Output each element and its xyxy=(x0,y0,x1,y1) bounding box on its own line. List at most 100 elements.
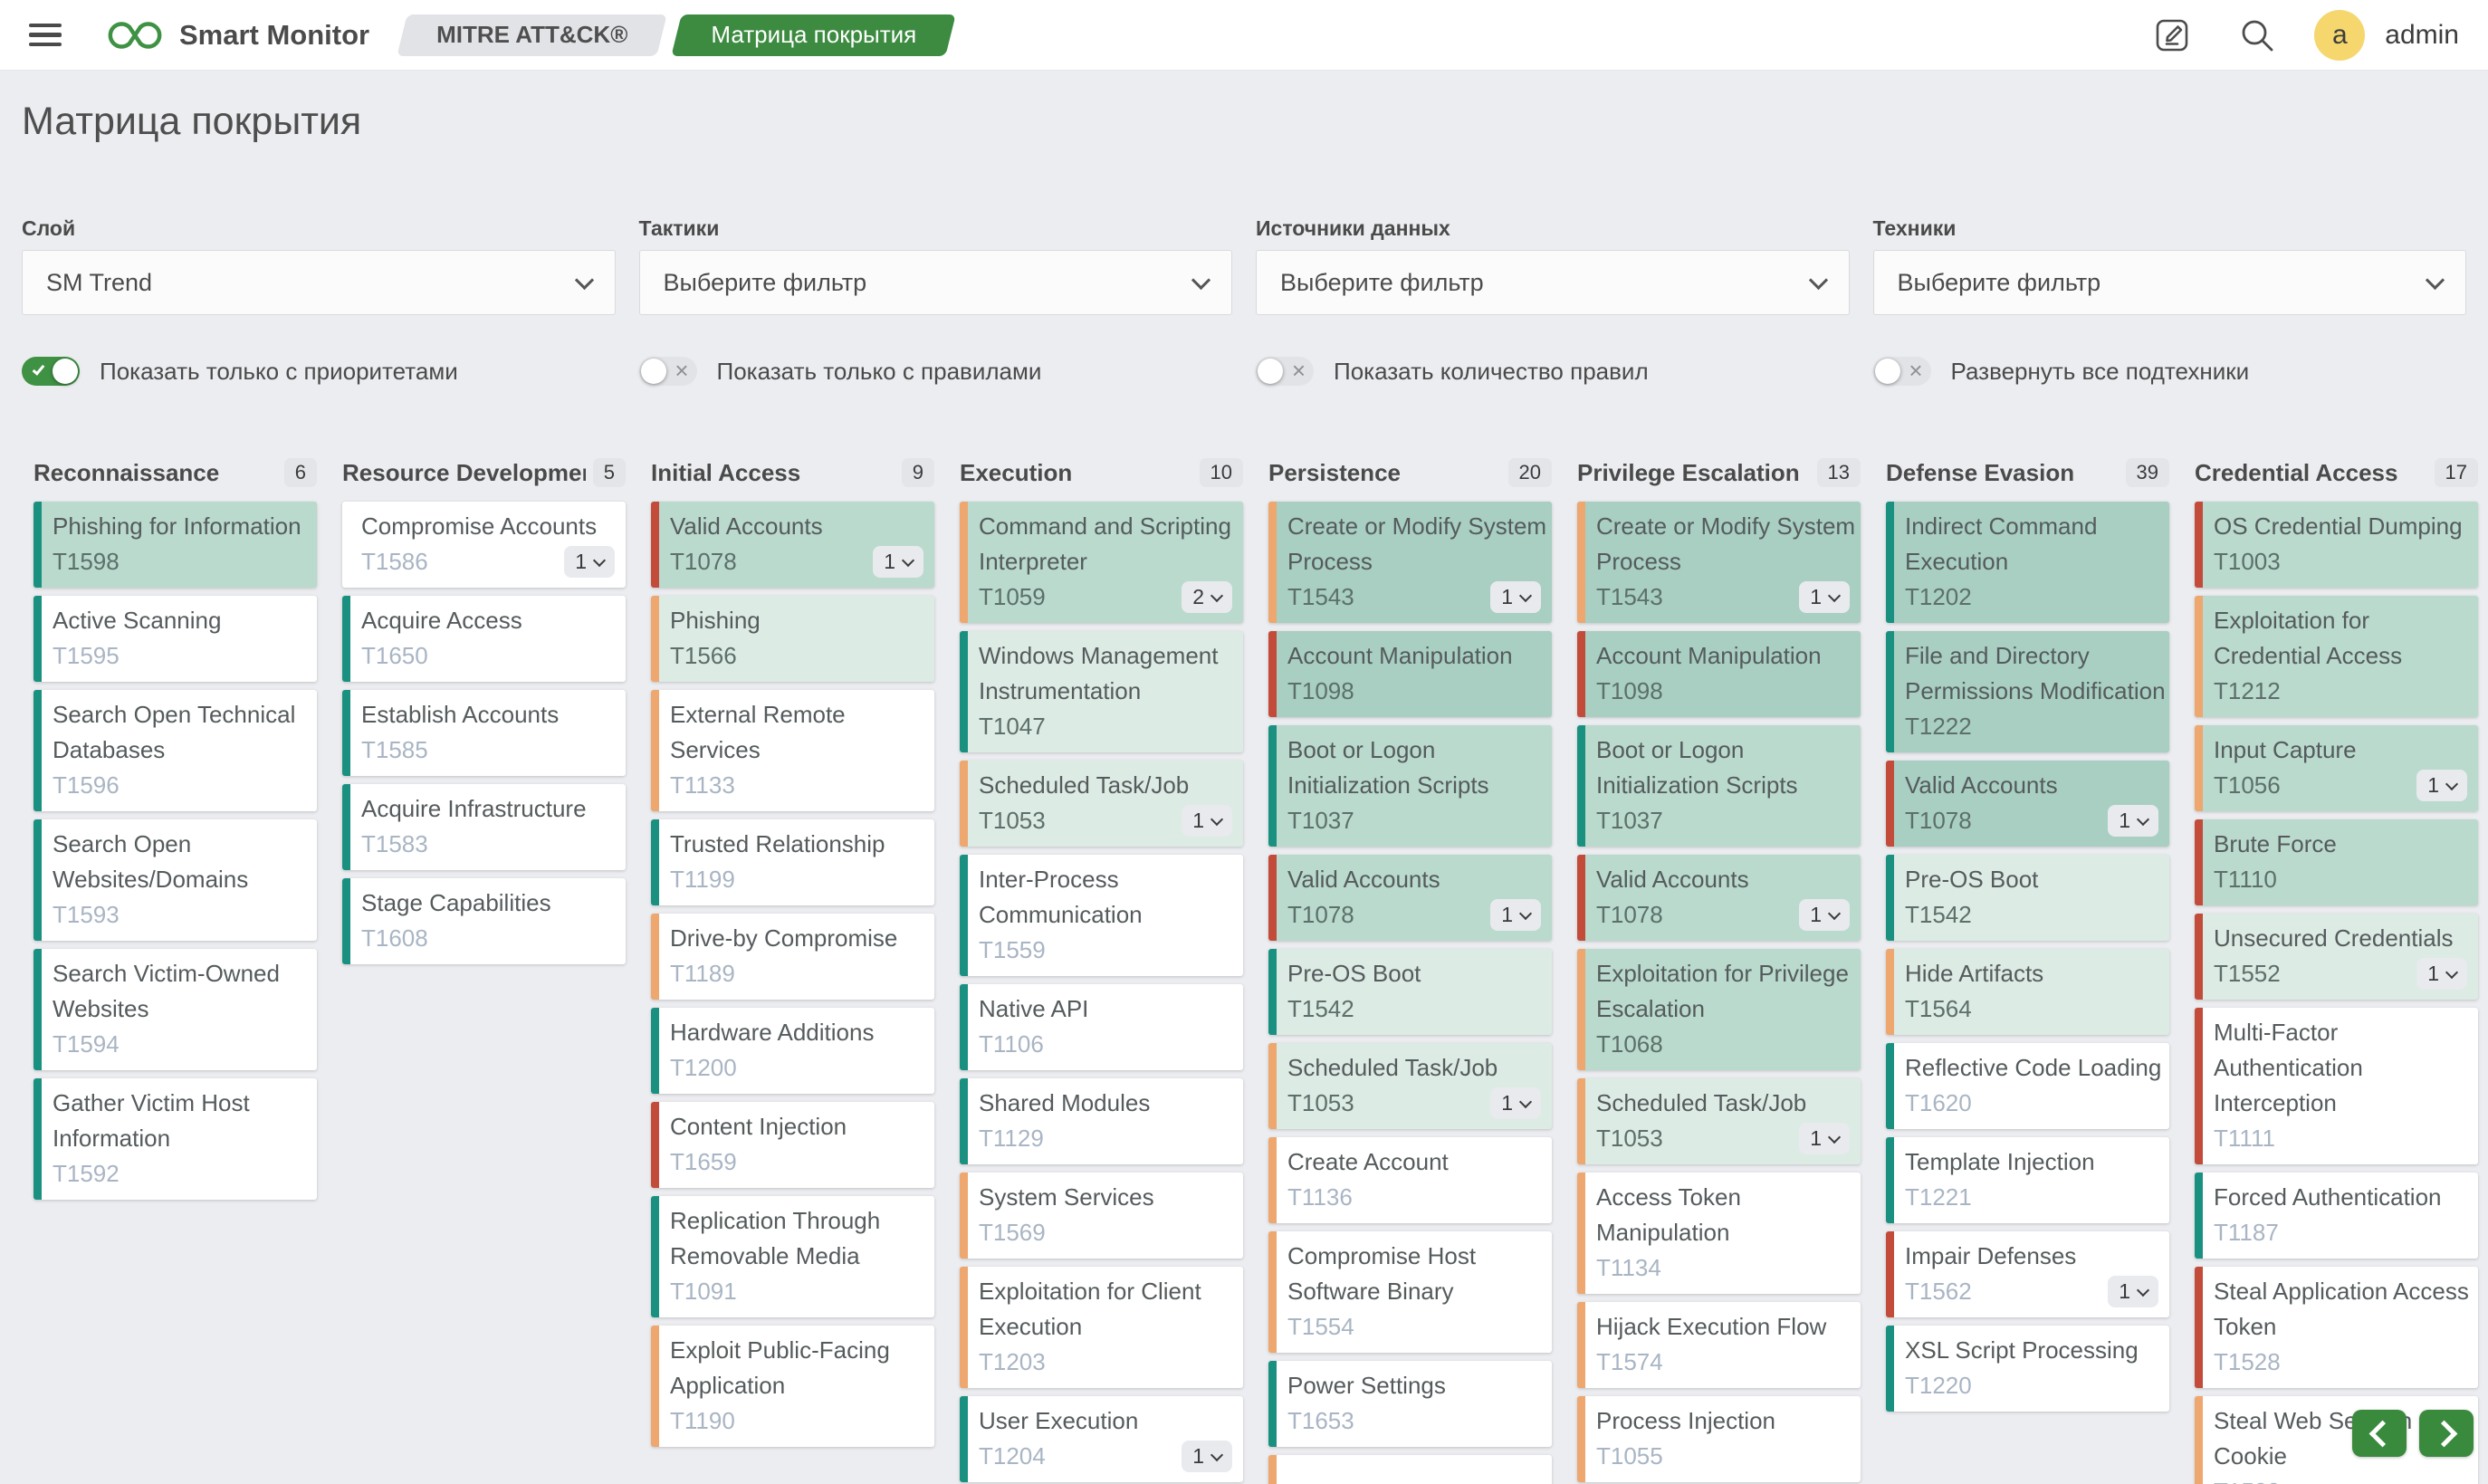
rule-count-dropdown[interactable]: 2 xyxy=(1182,581,1232,613)
technique-card[interactable]: Valid Accounts T1078 1 xyxy=(1886,761,2169,847)
technique-card[interactable]: Impair Defenses T1562 1 xyxy=(1886,1231,2169,1317)
tab-coverage-matrix[interactable]: Матрица покрытия xyxy=(676,14,951,56)
prev-page-button[interactable] xyxy=(2352,1410,2407,1457)
rule-count-dropdown[interactable]: 1 xyxy=(564,546,615,578)
technique-card[interactable]: Replication Through Removable Media T109… xyxy=(651,1196,934,1317)
technique-card[interactable]: Search Victim-Owned Websites T1594 xyxy=(33,949,317,1070)
technique-card[interactable]: Active Scanning T1595 xyxy=(33,596,317,682)
filter-select[interactable]: Выберите фильтр xyxy=(638,250,1232,315)
technique-card[interactable]: Exploitation for Privilege Escalation T1… xyxy=(1577,949,1861,1070)
search-icon[interactable] xyxy=(2238,16,2276,54)
tab-mitre-attack[interactable]: MITRE ATT&CK® xyxy=(402,14,662,56)
technique-card[interactable]: Command and Scripting Interpreter T1059 … xyxy=(960,502,1243,623)
technique-card[interactable]: Search Open Websites/Domains T1593 xyxy=(33,819,317,941)
technique-card[interactable]: Exploitation for Client Execution T1203 xyxy=(960,1267,1243,1388)
technique-card[interactable]: Trusted Relationship T1199 xyxy=(651,819,934,905)
technique-card[interactable]: Hardware Additions T1200 xyxy=(651,1008,934,1094)
technique-card[interactable]: Phishing T1566 xyxy=(651,596,934,682)
technique-card[interactable]: Scheduled Task/Job T1053 1 xyxy=(1577,1078,1861,1164)
tactic-name: Resource Development xyxy=(342,458,586,486)
rule-count-dropdown[interactable]: 1 xyxy=(873,546,923,578)
technique-card[interactable]: Valid Accounts T1078 1 xyxy=(651,502,934,588)
technique-card[interactable]: Account Manipulation T1098 xyxy=(1268,631,1552,717)
technique-card[interactable]: Gather Victim Host Information T1592 xyxy=(33,1078,317,1200)
technique-name: Active Scanning xyxy=(53,607,222,634)
edit-icon[interactable] xyxy=(2151,14,2193,56)
technique-card[interactable]: Boot or Logon Initialization Scripts T10… xyxy=(1268,725,1552,847)
technique-card[interactable]: Steal Application Access Token T1528 xyxy=(2195,1267,2478,1388)
rule-count-dropdown[interactable]: 1 xyxy=(1490,1087,1541,1119)
toggle-switch[interactable]: × xyxy=(22,357,80,386)
technique-card[interactable]: Scheduled Task/Job T1053 1 xyxy=(1268,1043,1552,1129)
technique-card[interactable]: Valid Accounts T1078 1 xyxy=(1577,855,1861,941)
technique-card[interactable]: Windows Management Instrumentation T1047 xyxy=(960,631,1243,752)
toggle-switch[interactable]: × xyxy=(1256,357,1314,386)
rule-count-dropdown[interactable]: 1 xyxy=(1799,1123,1850,1154)
technique-card[interactable]: Shared Modules T1129 xyxy=(960,1078,1243,1164)
technique-card[interactable]: Input Capture T1056 1 xyxy=(2195,725,2478,811)
technique-card[interactable]: Compromise Host Software Binary T1554 xyxy=(1268,1231,1552,1353)
technique-card[interactable]: Valid Accounts T1078 1 xyxy=(1268,855,1552,941)
technique-card[interactable]: Create Account T1136 xyxy=(1268,1137,1552,1223)
technique-card[interactable]: Boot or Logon Initialization Scripts T10… xyxy=(1577,725,1861,847)
username[interactable]: admin xyxy=(2385,19,2459,50)
technique-card[interactable]: File and Directory Permissions Modificat… xyxy=(1886,631,2169,752)
technique-card[interactable]: Power Settings T1653 xyxy=(1268,1361,1552,1447)
technique-card[interactable]: Account Manipulation T1098 xyxy=(1577,631,1861,717)
technique-card[interactable]: Hide Artifacts T1564 xyxy=(1886,949,2169,1035)
technique-card[interactable]: Inter-Process Communication T1559 xyxy=(960,855,1243,976)
technique-card[interactable]: XSL Script Processing T1220 xyxy=(1886,1326,2169,1412)
technique-card[interactable]: Content Injection T1659 xyxy=(651,1102,934,1188)
rule-count-dropdown[interactable]: 1 xyxy=(2416,770,2467,801)
technique-card[interactable]: Establish Accounts T1585 xyxy=(342,690,626,776)
filter-select[interactable]: Выберите фильтр xyxy=(1872,250,2466,315)
technique-card[interactable]: Create or Modify System Process T1543 1 xyxy=(1268,502,1552,623)
toggle-switch[interactable]: × xyxy=(1872,357,1931,386)
rule-count-dropdown[interactable]: 1 xyxy=(1799,581,1850,613)
technique-card[interactable]: Drive-by Compromise T1189 xyxy=(651,914,934,1000)
rule-count-dropdown[interactable]: 1 xyxy=(2108,805,2158,837)
filter-select[interactable]: SM Trend xyxy=(22,250,616,315)
rule-count-dropdown[interactable]: 1 xyxy=(1182,805,1232,837)
filter-select[interactable]: Выберите фильтр xyxy=(1256,250,1850,315)
technique-card[interactable] xyxy=(1268,1455,1552,1484)
rule-count-dropdown[interactable]: 1 xyxy=(2416,958,2467,990)
technique-card[interactable]: Indirect Command Execution T1202 xyxy=(1886,502,2169,623)
technique-card[interactable]: Access Token Manipulation T1134 xyxy=(1577,1173,1861,1294)
rule-count: 1 xyxy=(1810,1126,1822,1150)
technique-card[interactable]: Reflective Code Loading T1620 xyxy=(1886,1043,2169,1129)
technique-card[interactable]: Process Injection T1055 xyxy=(1577,1396,1861,1482)
rule-count-dropdown[interactable]: 1 xyxy=(1490,899,1541,931)
technique-card[interactable]: OS Credential Dumping T1003 xyxy=(2195,502,2478,588)
technique-card[interactable]: Phishing for Information T1598 xyxy=(33,502,317,588)
technique-card[interactable]: Brute Force T1110 xyxy=(2195,819,2478,905)
technique-card[interactable]: Pre-OS Boot T1542 xyxy=(1886,855,2169,941)
rule-count-dropdown[interactable]: 1 xyxy=(1490,581,1541,613)
technique-card[interactable]: Stage Capabilities T1608 xyxy=(342,878,626,964)
toggle-switch[interactable]: × xyxy=(638,357,697,386)
technique-card[interactable]: Scheduled Task/Job T1053 1 xyxy=(960,761,1243,847)
technique-card[interactable]: Compromise Accounts T1586 1 xyxy=(342,502,626,588)
rule-count-dropdown[interactable]: 1 xyxy=(1182,1441,1232,1472)
technique-card[interactable]: User Execution T1204 1 xyxy=(960,1396,1243,1482)
technique-card[interactable]: Create or Modify System Process T1543 1 xyxy=(1577,502,1861,623)
technique-card[interactable]: Native API T1106 xyxy=(960,984,1243,1070)
technique-card[interactable]: Hijack Execution Flow T1574 xyxy=(1577,1302,1861,1388)
technique-card[interactable]: System Services T1569 xyxy=(960,1173,1243,1259)
technique-card[interactable]: Acquire Access T1650 xyxy=(342,596,626,682)
technique-card[interactable]: Multi-Factor Authentication Interception… xyxy=(2195,1008,2478,1164)
technique-card[interactable]: Exploitation for Credential Access T1212 xyxy=(2195,596,2478,717)
rule-count-dropdown[interactable]: 1 xyxy=(2108,1276,2158,1307)
technique-card[interactable]: Template Injection T1221 xyxy=(1886,1137,2169,1223)
technique-card[interactable]: Forced Authentication T1187 xyxy=(2195,1173,2478,1259)
technique-card[interactable]: Acquire Infrastructure T1583 xyxy=(342,784,626,870)
technique-card[interactable]: Unsecured Credentials T1552 1 xyxy=(2195,914,2478,1000)
technique-card[interactable]: Exploit Public-Facing Application T1190 xyxy=(651,1326,934,1447)
rule-count-dropdown[interactable]: 1 xyxy=(1799,899,1850,931)
technique-card[interactable]: Search Open Technical Databases T1596 xyxy=(33,690,317,811)
technique-card[interactable]: External Remote Services T1133 xyxy=(651,690,934,811)
avatar[interactable]: a xyxy=(2314,9,2366,61)
technique-card[interactable]: Pre-OS Boot T1542 xyxy=(1268,949,1552,1035)
next-page-button[interactable] xyxy=(2419,1410,2474,1457)
menu-icon[interactable] xyxy=(29,23,62,47)
